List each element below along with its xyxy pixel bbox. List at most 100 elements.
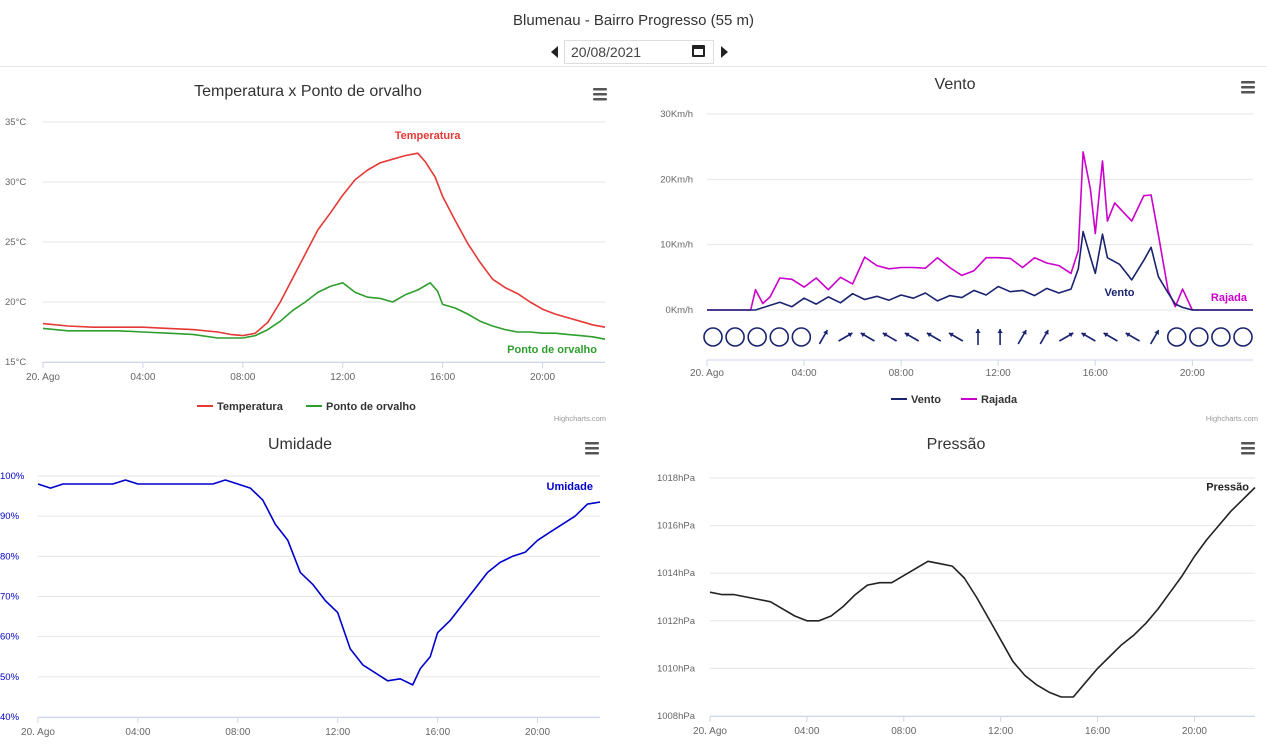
y-tick-label: 35°C xyxy=(5,117,26,128)
chart-title: Pressão xyxy=(927,436,986,453)
wind-direction-arrow xyxy=(1039,329,1049,345)
y-tick-label: 40% xyxy=(0,712,20,723)
y-tick-label: 80% xyxy=(0,551,20,562)
x-tick-label: 20. Ago xyxy=(26,372,60,383)
calm-wind-marker xyxy=(1189,327,1209,347)
chart-menu-button[interactable] xyxy=(1237,77,1259,96)
x-tick-label: 16:00 xyxy=(425,727,450,738)
y-tick-label: 60% xyxy=(0,632,20,643)
arrow-head xyxy=(1043,330,1049,335)
x-tick-label: 20. Ago xyxy=(693,726,727,737)
date-picker[interactable] xyxy=(564,40,714,64)
legend-item[interactable]: Vento xyxy=(891,394,941,406)
next-day-button[interactable] xyxy=(718,42,730,62)
calendar-icon[interactable] xyxy=(692,45,705,57)
x-tick-label: 16:00 xyxy=(1085,726,1110,737)
x-tick-label: 08:00 xyxy=(891,726,916,737)
calm-wind-marker xyxy=(1233,327,1253,347)
chart-title: Vento xyxy=(935,76,976,93)
calm-wind-marker xyxy=(747,327,767,347)
wind-direction-arrow xyxy=(904,332,920,342)
date-input[interactable] xyxy=(565,41,681,63)
menu-bar xyxy=(593,88,607,91)
arrow-head xyxy=(1154,330,1159,335)
y-tick-label: 10Km/h xyxy=(660,240,693,251)
x-tick-label: 20:00 xyxy=(1180,368,1205,379)
menu-hit-area[interactable] xyxy=(1237,438,1259,457)
legend-item[interactable]: Temperatura xyxy=(197,401,284,413)
menu-bar xyxy=(593,93,607,96)
page-header: Blumenau - Bairro Progresso (55 m) xyxy=(0,0,1267,67)
x-tick-label: 08:00 xyxy=(225,727,250,738)
menu-bar xyxy=(1241,91,1255,94)
series-label: Umidade xyxy=(547,481,593,493)
y-tick-label: 100% xyxy=(0,471,25,482)
x-tick-label: 12:00 xyxy=(988,726,1013,737)
x-tick-label: 12:00 xyxy=(325,727,350,738)
wind-direction-arrow xyxy=(882,332,897,342)
calm-wind-marker xyxy=(1166,327,1187,347)
y-tick-label: 0Km/h xyxy=(666,305,693,316)
y-tick-label: 1016hPa xyxy=(657,521,696,532)
credits-link: Highcharts.com xyxy=(554,414,606,423)
y-tick-label: 90% xyxy=(0,511,20,522)
arrow-head xyxy=(823,330,828,335)
wind-direction-arrow xyxy=(948,332,964,342)
menu-hit-area[interactable] xyxy=(581,438,603,457)
chart-menu-button[interactable] xyxy=(589,84,611,103)
calm-wind-marker xyxy=(791,327,812,347)
legend-item[interactable]: Ponto de orvalho xyxy=(306,401,416,413)
legend-label: Rajada xyxy=(981,394,1018,406)
arrow-head xyxy=(948,332,954,338)
series-line-rajada xyxy=(707,151,1253,311)
menu-hit-area[interactable] xyxy=(1237,77,1259,96)
chart-title: Umidade xyxy=(268,436,332,453)
previous-day-button[interactable] xyxy=(548,42,560,62)
arrow-head xyxy=(997,329,1003,333)
menu-bar xyxy=(1241,81,1255,84)
caret-left-icon xyxy=(550,46,558,58)
x-tick-label: 04:00 xyxy=(125,727,150,738)
chart-menu-button[interactable] xyxy=(1237,438,1259,457)
station-title: Blumenau - Bairro Progresso (55 m) xyxy=(513,12,754,29)
menu-bar xyxy=(593,98,607,101)
legend-label: Temperatura xyxy=(217,401,284,413)
wind-direction-arrow xyxy=(838,332,853,342)
wind-direction-arrow xyxy=(926,332,942,342)
x-tick-label: 12:00 xyxy=(986,368,1011,379)
series-line-umidade xyxy=(37,479,601,686)
series-label: Pressão xyxy=(1206,482,1249,494)
menu-bar xyxy=(1241,442,1255,445)
wind-direction-arrow xyxy=(997,329,1003,345)
x-tick-label: 16:00 xyxy=(1083,368,1108,379)
arrow-head xyxy=(1081,332,1087,338)
x-tick-label: 08:00 xyxy=(889,368,914,379)
series-line-vento xyxy=(707,230,1253,311)
menu-bar xyxy=(1241,447,1255,450)
x-tick-label: 20. Ago xyxy=(690,368,724,379)
x-tick-label: 04:00 xyxy=(130,372,155,383)
wind-chart: Vento 0Km/h 10Km/h 20Km/h 30Km/h 20. Ago 04:00… xyxy=(660,76,1259,423)
legend-item[interactable]: Rajada xyxy=(961,394,1018,406)
arrow-head xyxy=(860,332,866,338)
chart-menu-button[interactable] xyxy=(581,438,603,457)
y-tick-label: 1010hPa xyxy=(657,663,696,674)
legend-label: Vento xyxy=(911,394,941,406)
calm-wind-marker xyxy=(769,327,790,347)
menu-bar xyxy=(1241,452,1255,455)
x-tick-label: 20:00 xyxy=(1182,726,1207,737)
menu-hit-area[interactable] xyxy=(589,84,611,103)
date-navigator xyxy=(548,39,730,65)
pressure-chart: Pressão 1008hPa 1010hPa 1012hPa 1014hPa 1016h… xyxy=(657,436,1259,737)
menu-bar xyxy=(585,452,599,455)
wind-direction-arrow xyxy=(1125,332,1140,342)
humidity-chart: Umidade 40% 50% 60% 70% 80% 90% 100% 20. Ago 04:0… xyxy=(0,436,603,738)
y-tick-label: 25°C xyxy=(5,237,26,248)
x-tick-label: 20:00 xyxy=(530,372,555,383)
menu-bar xyxy=(585,447,599,450)
arrow-head xyxy=(975,329,981,333)
arrow-head xyxy=(904,332,910,338)
y-tick-label: 50% xyxy=(0,672,20,683)
y-tick-label: 30°C xyxy=(5,177,26,188)
wind-direction-arrow xyxy=(1103,332,1118,342)
